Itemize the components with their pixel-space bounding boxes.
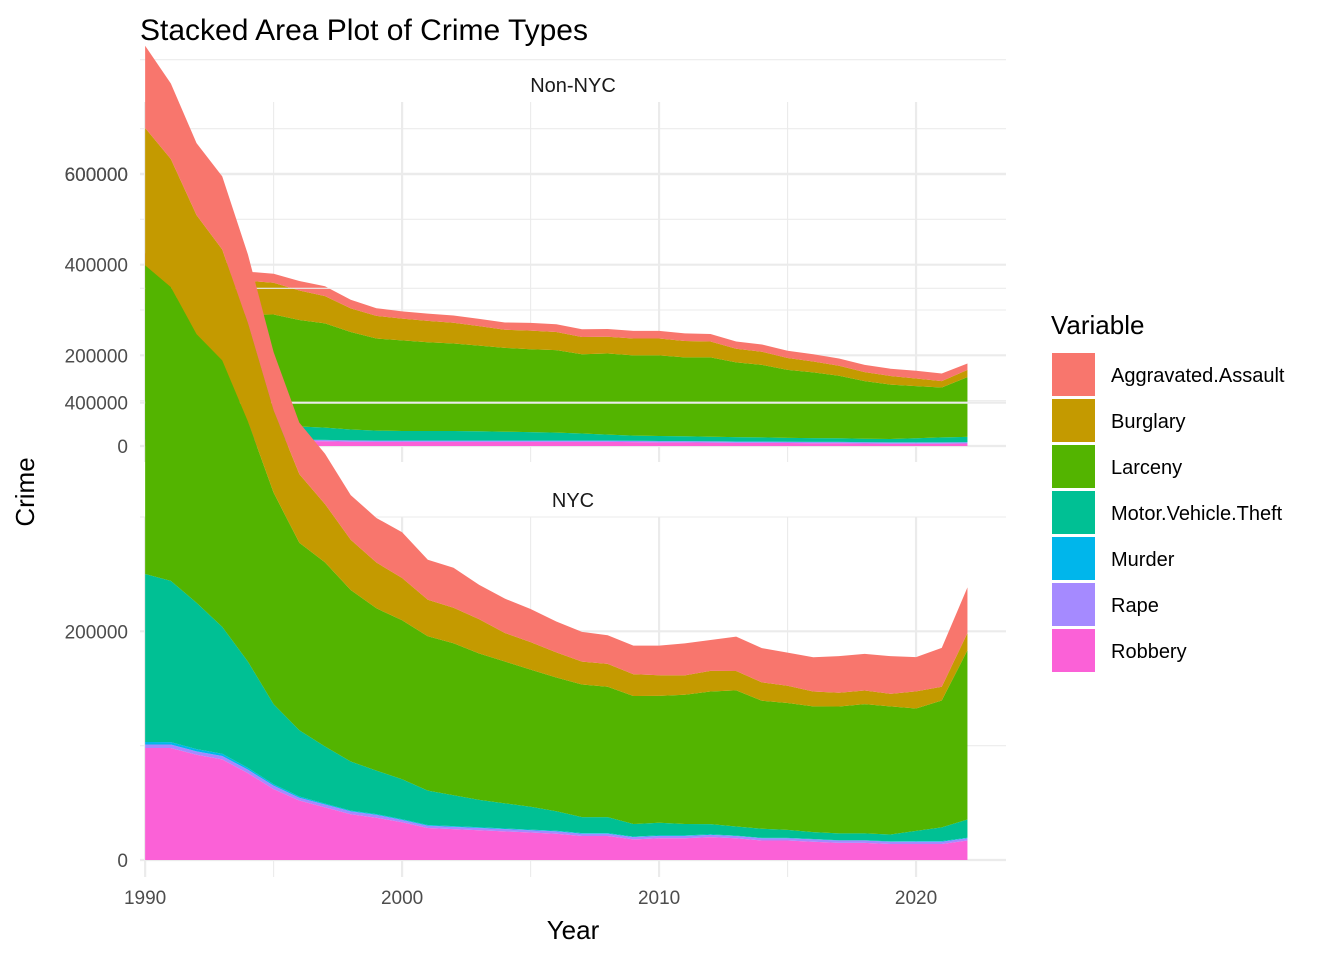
area-robbery [145, 747, 968, 860]
legend-swatch [1052, 399, 1095, 442]
y-tick-label: 400000 [65, 256, 128, 277]
y-tick-label: 600000 [65, 165, 128, 186]
legend-swatch [1052, 629, 1095, 672]
legend-label: Murder [1111, 549, 1175, 571]
y-tick-label: 0 [117, 437, 128, 458]
legend-swatch [1052, 445, 1095, 488]
legend-swatch [1052, 353, 1095, 396]
legend-label: Rape [1111, 595, 1159, 617]
legend-item-aggravated-assault: Aggravated.Assault [1052, 353, 1285, 396]
legend-label: Robbery [1111, 641, 1187, 663]
legend-label: Aggravated.Assault [1111, 365, 1285, 387]
legend-label: Burglary [1111, 411, 1185, 433]
x-tick-label: 2000 [381, 888, 423, 909]
area-aggravated-assault [145, 245, 968, 382]
y-tick-labels: 0 200000 400000 600000 [65, 165, 128, 872]
legend-item-rape: Rape [1052, 583, 1159, 626]
y-tick-label: 200000 [65, 622, 128, 643]
x-tick-label: 1990 [124, 888, 166, 909]
panel-nyc: 0 200000 400000 600000 [65, 45, 1006, 877]
x-tick-label: 2010 [638, 888, 680, 909]
y-tick-label: 0 [117, 851, 128, 872]
legend-swatch [1052, 491, 1095, 534]
area-aggravated-assault [145, 45, 968, 694]
legend: Variable Aggravated.Assault Burglary Larce… [1051, 310, 1285, 672]
legend-items: Aggravated.Assault Burglary Larceny Motor.V… [1052, 353, 1285, 672]
y-tick-label: 600000 [65, 165, 128, 186]
y-tick-label: 200000 [65, 346, 128, 367]
x-axis-title: Year [547, 915, 600, 945]
chart-title: Stacked Area Plot of Crime Types [140, 14, 588, 47]
legend-item-burglary: Burglary [1052, 399, 1185, 442]
legend-item-motor-vehicle-theft: Motor.Vehicle.Theft [1052, 491, 1283, 534]
area-larceny [145, 265, 968, 835]
legend-item-larceny: Larceny [1052, 445, 1182, 488]
area-motor-vehicle-theft [145, 573, 968, 842]
legend-label: Motor.Vehicle.Theft [1111, 503, 1283, 525]
area-robbery [145, 439, 968, 446]
y-tick-labels: 0 200000 400000 600000 [65, 165, 128, 458]
legend-label: Larceny [1111, 457, 1182, 479]
area-burglary [145, 128, 968, 709]
x-tick-labels: 1990 2000 2010 2020 [124, 888, 937, 909]
legend-item-robbery: Robbery [1052, 629, 1187, 672]
legend-item-murder: Murder [1052, 537, 1175, 580]
area-series-group [145, 45, 968, 860]
area-rape [145, 438, 968, 444]
facet-label-non-nyc: Non-NYC [530, 75, 616, 97]
facet-label-nyc: NYC [552, 490, 594, 512]
legend-swatch [1052, 583, 1095, 626]
legend-swatch [1052, 537, 1095, 580]
area-burglary [145, 255, 968, 388]
legend-title: Variable [1051, 310, 1144, 340]
y-tick-label: 400000 [65, 394, 128, 415]
x-tick-label: 2020 [895, 888, 937, 909]
area-motor-vehicle-theft [145, 419, 968, 443]
y-axis-title: Crime [10, 457, 40, 526]
